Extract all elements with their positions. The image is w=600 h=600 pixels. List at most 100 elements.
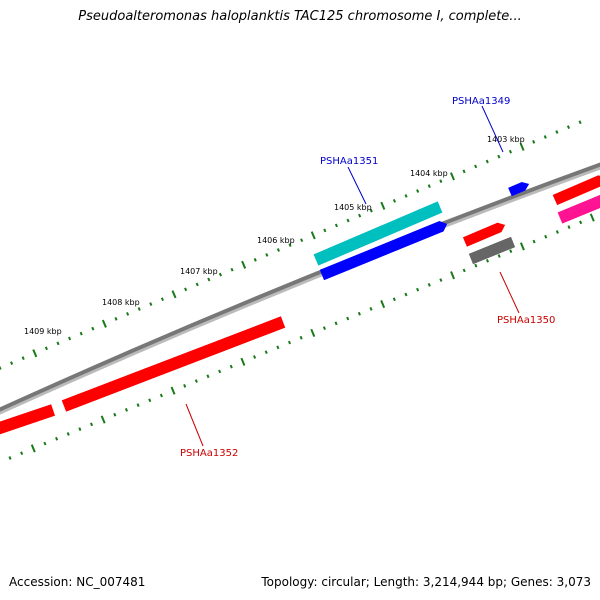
minor-tick [567, 225, 571, 230]
major-tick [170, 386, 176, 395]
minor-tick [43, 441, 47, 446]
gene-red-right [552, 175, 600, 206]
minor-tick [544, 234, 548, 239]
major-tick [32, 349, 38, 358]
minor-tick [288, 243, 292, 247]
minor-tick [509, 249, 513, 254]
minor-tick [404, 292, 408, 297]
minor-tick [89, 422, 94, 427]
major-tick [100, 415, 106, 424]
minor-tick [392, 297, 396, 302]
minor-tick [462, 169, 466, 174]
minor-tick [207, 277, 211, 282]
minor-tick [555, 230, 559, 234]
minor-tick [78, 427, 82, 432]
minor-tick [508, 149, 513, 154]
minor-tick [218, 369, 222, 374]
minor-tick [299, 335, 303, 340]
scale-tick-label: 1409 kbp [24, 327, 62, 336]
minor-tick [114, 316, 118, 321]
minor-tick [10, 361, 14, 365]
minor-tick [322, 326, 326, 331]
gene-pshaa1349 [508, 182, 529, 197]
major-tick [240, 357, 246, 366]
minor-tick [184, 287, 188, 292]
genome-summary-text: Topology: circular; Length: 3,214,944 bp… [261, 575, 591, 589]
major-tick [589, 213, 595, 222]
minor-tick [55, 436, 59, 441]
gene-red-left [0, 404, 55, 435]
scale-tick-label: 1408 kbp [102, 298, 140, 307]
minor-tick [323, 228, 327, 233]
major-tick [450, 271, 455, 280]
minor-tick [357, 311, 361, 316]
minor-tick [230, 267, 234, 272]
minor-tick [159, 393, 163, 398]
minor-tick [253, 355, 257, 359]
gene-label: PSHAa1352 [180, 448, 238, 459]
minor-tick [427, 282, 431, 287]
scale-tick-label: 1405 kbp [334, 203, 372, 212]
major-tick [449, 172, 455, 181]
major-tick [310, 328, 316, 338]
minor-tick [555, 130, 559, 134]
minor-tick [160, 297, 164, 302]
minor-tick [276, 345, 280, 350]
major-tick [171, 290, 177, 299]
minor-tick [124, 408, 128, 412]
scale-tick-label: 1406 kbp [257, 236, 295, 245]
major-tick [380, 201, 386, 210]
minor-tick [79, 331, 83, 336]
accession-text: Accession: NC_007481 [9, 575, 146, 589]
major-tick [310, 231, 316, 240]
gene-label: PSHAa1351 [320, 156, 378, 167]
minor-tick [404, 194, 408, 198]
gene-red-small [463, 222, 505, 247]
gene-pshaa1352 [61, 316, 286, 412]
inner-tick-marks [8, 213, 595, 460]
minor-tick [346, 218, 350, 223]
minor-tick [218, 272, 222, 277]
minor-tick [66, 432, 70, 436]
minor-tick [8, 456, 12, 460]
minor-tick [149, 302, 153, 306]
minor-tick [148, 398, 152, 403]
scale-tick-label: 1407 kbp [180, 267, 218, 276]
major-tick [30, 444, 36, 453]
minor-tick [369, 208, 373, 213]
scale-labels: 1403 kbp 1404 kbp 1405 kbp 1406 kbp 1407 kbp… [24, 135, 525, 336]
gene-pshaa1350 [468, 236, 516, 265]
chromosome-backbone-shadow [0, 165, 600, 415]
minor-tick [578, 120, 582, 125]
gene-label-leader [499, 271, 520, 314]
minor-tick [0, 366, 2, 370]
minor-tick [68, 336, 72, 341]
minor-tick [532, 239, 536, 244]
minor-tick [392, 198, 396, 203]
minor-tick [474, 164, 478, 169]
minor-tick [497, 254, 501, 258]
minor-tick [287, 340, 292, 345]
minor-tick [194, 379, 198, 383]
gene-pink-right [557, 194, 600, 224]
minor-tick [21, 356, 25, 361]
minor-tick [265, 253, 269, 257]
minor-tick [126, 312, 130, 316]
minor-tick [369, 307, 373, 311]
minor-tick [566, 125, 571, 129]
minor-tick [532, 140, 536, 144]
minor-tick [416, 287, 420, 292]
minor-tick [20, 451, 24, 456]
minor-tick [334, 321, 338, 326]
minor-tick [346, 316, 350, 321]
minor-tick [485, 159, 489, 164]
minor-tick [485, 258, 490, 263]
minor-tick [91, 326, 95, 331]
major-tick [519, 242, 525, 251]
minor-tick [253, 257, 257, 262]
gene-pshaa1351 [313, 201, 443, 266]
minor-tick [416, 189, 420, 193]
minor-tick [264, 350, 268, 355]
minor-tick [113, 412, 117, 417]
